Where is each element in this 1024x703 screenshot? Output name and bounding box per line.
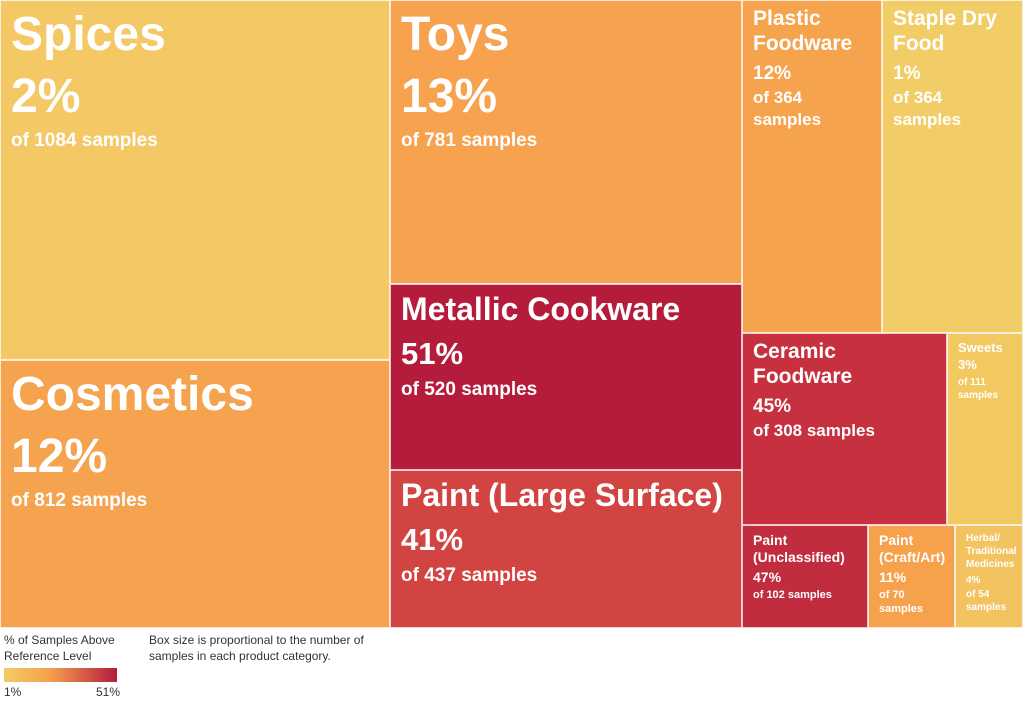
treemap-tile: Ceramic Foodware 45% of 308 samples: [742, 333, 947, 525]
treemap-tile: Herbal/Traditional Medicines 4% of 54 sample…: [955, 525, 1023, 628]
treemap-tile: Cosmetics 12% of 812 samples: [0, 360, 390, 628]
treemap-tile: Plastic Foodware 12% of 364 samples: [742, 0, 882, 333]
tile-sample-count: of 364 samples: [893, 88, 962, 130]
tile-name: Cosmetics: [11, 368, 254, 421]
tile-percent: 47%: [753, 569, 782, 586]
tile-percent: 1%: [893, 62, 921, 84]
tile-sample-count: of 437 samples: [401, 564, 538, 586]
tile-percent: 13%: [401, 69, 498, 123]
treemap-tile: Sweets 3% of 111 samples: [947, 333, 1023, 525]
tile-sample-count: of 781 samples: [401, 130, 538, 152]
tile-percent: 11%: [879, 569, 907, 586]
tile-name: Ceramic Foodware: [753, 340, 853, 388]
tile-sample-count: of 812 samples: [11, 490, 148, 512]
tile-name: Plastic Foodware: [753, 7, 853, 55]
color-legend: % of Samples Above Reference Level 1% 51…: [4, 632, 144, 701]
tile-percent: 12%: [753, 62, 792, 84]
tile-name: Spices: [11, 8, 166, 61]
legend-title: % of Samples Above Reference Level: [4, 633, 115, 664]
treemap-chart: Spices 2% of 1084 samples Cosmetics 12% of 81…: [0, 0, 1023, 628]
legend-max-label: 51%: [95, 685, 120, 700]
tile-name: Herbal/Traditional Medicines: [966, 533, 1017, 570]
tile-sample-count: of 364 samples: [753, 88, 822, 130]
legend-min-label: 1%: [4, 685, 22, 700]
treemap-tile: Staple Dry Food 1% of 364 samples: [882, 0, 1023, 333]
tile-percent: 12%: [11, 429, 108, 483]
tile-percent: 2%: [11, 69, 81, 123]
tile-name: Paint (Craft/Art): [879, 532, 946, 565]
tile-name: Sweets: [958, 340, 1003, 355]
tile-name: Staple Dry Food: [893, 7, 997, 55]
tile-sample-count: of 70 samples: [879, 588, 924, 616]
treemap-tile: Toys 13% of 781 samples: [390, 0, 742, 284]
legend-gradient-bar: [4, 668, 117, 683]
treemap-tile: Paint (Large Surface) 41% of 437 samples: [390, 470, 742, 628]
tile-percent: 51%: [401, 335, 464, 371]
tile-percent: 45%: [753, 395, 792, 417]
tile-sample-count: of 520 samples: [401, 378, 538, 400]
tile-sample-count: of 111 samples: [958, 376, 999, 401]
tile-name: Toys: [401, 8, 510, 61]
treemap-tile: Paint (Unclassified) 47% of 102 samples: [742, 525, 868, 628]
size-note: Box size is proportional to the number o…: [149, 633, 364, 664]
tile-sample-count: of 1084 samples: [11, 130, 158, 152]
tile-sample-count: of 54 samples: [966, 589, 1007, 613]
legend-ticks: 1% 51%: [4, 685, 120, 701]
tile-percent: 41%: [401, 521, 464, 557]
treemap-tile: Spices 2% of 1084 samples: [0, 0, 390, 360]
tile-name: Paint (Unclassified): [753, 532, 845, 565]
tile-percent: 4%: [966, 575, 981, 586]
treemap-tile: Paint (Craft/Art) 11% of 70 samples: [868, 525, 955, 628]
tile-name: Metallic Cookware: [401, 291, 681, 327]
treemap-tile: Metallic Cookware 51% of 520 samples: [390, 284, 742, 470]
tile-name: Paint (Large Surface): [401, 477, 723, 513]
tile-sample-count: of 308 samples: [753, 421, 875, 441]
tile-sample-count: of 102 samples: [753, 588, 832, 601]
tile-percent: 3%: [958, 357, 977, 373]
